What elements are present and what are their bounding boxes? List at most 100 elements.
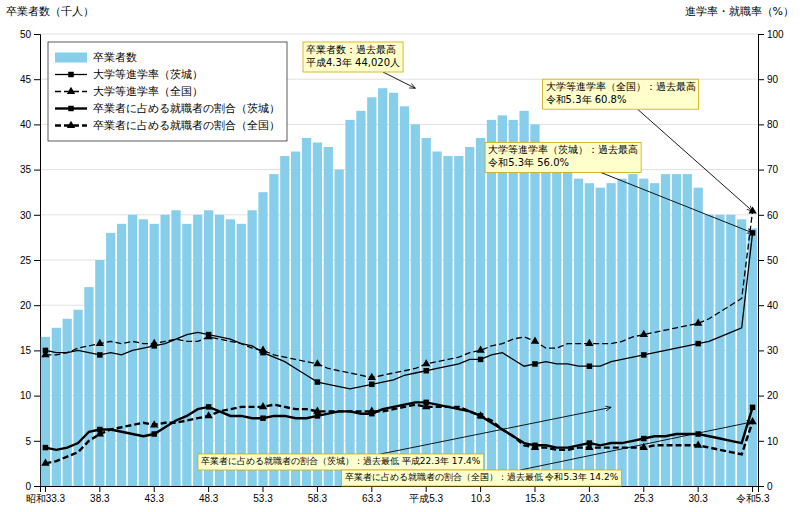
marker <box>748 206 756 213</box>
tick: 15.3 <box>525 486 545 504</box>
tick-mark <box>99 486 100 492</box>
annotation-box <box>198 454 484 470</box>
y-axis: 05101520253035404550 <box>20 29 41 492</box>
tick: 48.3 <box>199 486 219 504</box>
tick-label: 0 <box>25 481 31 492</box>
tick-mark <box>758 124 764 125</box>
legend-label: 大学等進学率（全国） <box>93 85 203 98</box>
annotation-text: 卒業者数：過去最高平成4.3年 44,020人 <box>306 44 400 68</box>
annotation-box <box>485 142 641 172</box>
tick-label: 30 <box>767 345 779 356</box>
tick: 30.3 <box>688 486 708 504</box>
y2-axis-line <box>759 35 765 487</box>
tick-label: 25.3 <box>634 493 654 504</box>
annotation-text: 卒業者に占める就職者の割合（茨城）：過去最低 平成22.3年 17.4% <box>201 456 481 466</box>
marker <box>422 359 430 366</box>
tick-mark <box>758 170 764 171</box>
x-axis: 昭和33.338.343.348.353.358.363.3平成5.310.31… <box>26 486 770 504</box>
bar <box>509 120 518 486</box>
tick-mark <box>34 350 40 351</box>
tick: 80 <box>758 119 779 130</box>
x-axis-line <box>41 487 759 493</box>
marker <box>478 357 483 362</box>
plot: 昭和33.338.343.348.353.358.363.3平成5.310.31… <box>20 29 784 504</box>
tick: 58.3 <box>308 486 328 504</box>
marker <box>313 407 321 414</box>
bar <box>324 147 333 486</box>
marker <box>41 459 49 466</box>
annotation: 卒業者に占める就職者の割合（全国）：過去最低 令和5.3年 14.2% <box>342 422 753 486</box>
bar <box>432 152 441 486</box>
tick-mark <box>758 396 764 397</box>
marker <box>259 346 267 353</box>
tick: 0 <box>758 481 773 492</box>
tick-label: 53.3 <box>253 493 273 504</box>
marker <box>694 441 702 448</box>
line-series <box>43 400 756 451</box>
bar <box>596 188 605 486</box>
marker <box>640 330 648 337</box>
y2-axis: 0102030405060708090100 <box>758 29 784 492</box>
tick-mark <box>534 486 535 492</box>
marker <box>259 402 267 409</box>
annotation-text: 大学等進学率（茨城）：過去最高令和5.3年 56.0% <box>488 144 638 168</box>
legend-swatch <box>55 53 87 63</box>
tick-label: 40 <box>767 300 779 311</box>
tick-mark <box>758 215 764 216</box>
tick: 15 <box>20 345 40 356</box>
bar-series <box>41 88 757 486</box>
annotations: 卒業者数：過去最高平成4.3年 44,020人大学等進学率（全国）：過去最高令和… <box>198 42 753 486</box>
tick-mark <box>34 260 40 261</box>
bar <box>84 287 93 486</box>
legend-item: 卒業者に占める就職者の割合（全国） <box>55 119 280 132</box>
annotation-box <box>342 470 622 486</box>
tick-label: 40 <box>20 119 32 130</box>
marker <box>694 318 702 325</box>
bar <box>160 215 169 486</box>
marker <box>531 337 539 344</box>
tick-mark <box>45 486 46 492</box>
bar <box>574 179 583 486</box>
tick: 30 <box>758 345 779 356</box>
bar <box>171 210 180 486</box>
tick-mark <box>154 486 155 492</box>
tick: 10 <box>758 436 779 447</box>
tick: 35 <box>20 164 40 175</box>
marker <box>43 445 48 450</box>
bar <box>672 174 681 486</box>
bar <box>411 124 420 486</box>
bar <box>389 93 398 486</box>
annotation-box <box>303 42 403 72</box>
tick-mark <box>480 486 481 492</box>
tick: 90 <box>758 74 779 85</box>
legend-marker <box>68 106 73 111</box>
tick-label: 45 <box>20 74 32 85</box>
annotation-text: 卒業者に占める就職者の割合（全国）：過去最低 令和5.3年 14.2% <box>345 472 619 482</box>
tick-label: 10 <box>20 390 32 401</box>
marker <box>422 402 430 409</box>
tick-label: 90 <box>767 74 779 85</box>
bar <box>694 188 703 486</box>
marker <box>750 405 755 410</box>
tick-mark <box>698 486 699 492</box>
y-axis-title: 卒業者数（千人） <box>6 5 94 18</box>
marker <box>476 411 484 418</box>
tick: 43.3 <box>144 486 164 504</box>
marker <box>423 368 428 373</box>
tick: 平成5.3 <box>409 486 443 504</box>
tick: 10 <box>20 390 40 401</box>
tick-label: 38.3 <box>90 493 110 504</box>
tick-mark <box>34 170 40 171</box>
marker <box>585 339 593 346</box>
bar <box>139 219 148 486</box>
marker <box>368 407 376 414</box>
tick-label: 48.3 <box>199 493 219 504</box>
tick-label: 20 <box>20 300 32 311</box>
marker <box>260 415 265 420</box>
legend-marker <box>67 121 75 128</box>
tick-mark <box>263 486 264 492</box>
bar <box>182 224 191 486</box>
bar <box>150 224 159 486</box>
bar <box>237 224 246 486</box>
bar <box>291 152 300 486</box>
